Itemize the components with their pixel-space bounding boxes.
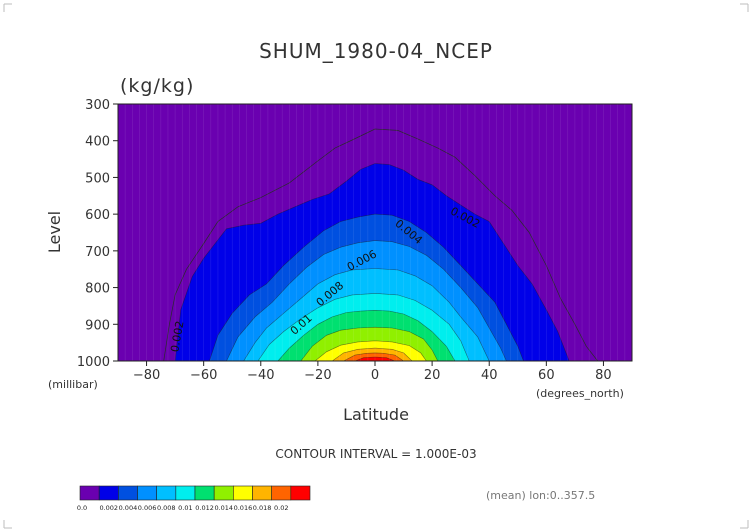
corner-marks <box>3 3 749 529</box>
colorbar-box <box>213 485 234 501</box>
y-tick-label: 600 <box>85 208 110 223</box>
colorbar-box <box>271 485 292 501</box>
colorbar-box <box>156 485 177 501</box>
x-tick-label: 40 <box>481 368 498 383</box>
colorbar-label: 0.002 <box>99 504 118 512</box>
x-tick-label: −60 <box>190 368 217 383</box>
contour-label: 0.002 <box>168 320 186 353</box>
x-tick-label: 80 <box>595 368 612 383</box>
chart-title: SHUM_1980-04_NCEP <box>259 39 493 63</box>
colorbar-box <box>252 485 272 501</box>
colorbar-label: 0.018 <box>253 504 272 512</box>
colorbar-label: 0.006 <box>138 504 157 512</box>
colorbar-label: 0.01 <box>178 504 192 512</box>
x-unit-label: (degrees_north) <box>536 387 624 400</box>
colorbar-label: 0.008 <box>157 504 176 512</box>
colorbar-box <box>175 485 196 501</box>
y-tick-label: 700 <box>85 245 110 260</box>
colorbar-label: 0.016 <box>234 504 253 512</box>
y-tick-label: 900 <box>85 318 110 333</box>
contour-interval-label: CONTOUR INTERVAL = 1.000E-03 <box>275 447 476 461</box>
contour-line-0.001 <box>163 128 598 361</box>
colorbar-label: 0.004 <box>119 504 138 512</box>
colorbar: 0.0 0.002 0.004 0.006 0.008 0.01 0.012 0.014 0.0… <box>77 485 311 512</box>
colorbar-box <box>137 485 157 501</box>
colorbar-label: 0.012 <box>195 504 214 512</box>
x-tick-label: −20 <box>304 368 331 383</box>
y-tick-label: 800 <box>85 282 110 297</box>
x-tick-label: 0 <box>371 368 379 383</box>
colorbar-label: 0.02 <box>274 504 288 512</box>
y-axis-title: Level <box>45 211 64 253</box>
colorbar-box <box>290 485 311 501</box>
contour-fill-0.022 <box>354 356 396 361</box>
x-tick-label: 60 <box>538 368 555 383</box>
y-tick-label: 500 <box>85 171 110 186</box>
footnote: (mean) lon:0..357.5 <box>486 489 595 502</box>
y-tick-label: 300 <box>85 98 110 113</box>
y-tick-label: 1000 <box>77 355 110 370</box>
colorbar-box <box>194 485 215 501</box>
colorbar-label: 0.0 <box>77 504 87 512</box>
x-axis-title: Latitude <box>343 405 409 424</box>
y-unit-label: (millibar) <box>48 378 98 391</box>
x-tick-label: −80 <box>133 368 160 383</box>
units-label: (kg/kg) <box>120 75 194 97</box>
x-tick-label: −40 <box>247 368 274 383</box>
y-tick-label: 400 <box>85 135 110 150</box>
colorbar-box <box>233 485 253 501</box>
colorbar-box <box>118 485 138 501</box>
colorbar-label: 0.014 <box>214 504 233 512</box>
colorbar-box <box>98 485 119 501</box>
x-tick-label: 20 <box>424 368 441 383</box>
colorbar-box <box>79 485 100 501</box>
axes: −80 −60 −40 −20 0 20 40 60 80 300 400 500 600 700 800 9… <box>77 98 633 383</box>
